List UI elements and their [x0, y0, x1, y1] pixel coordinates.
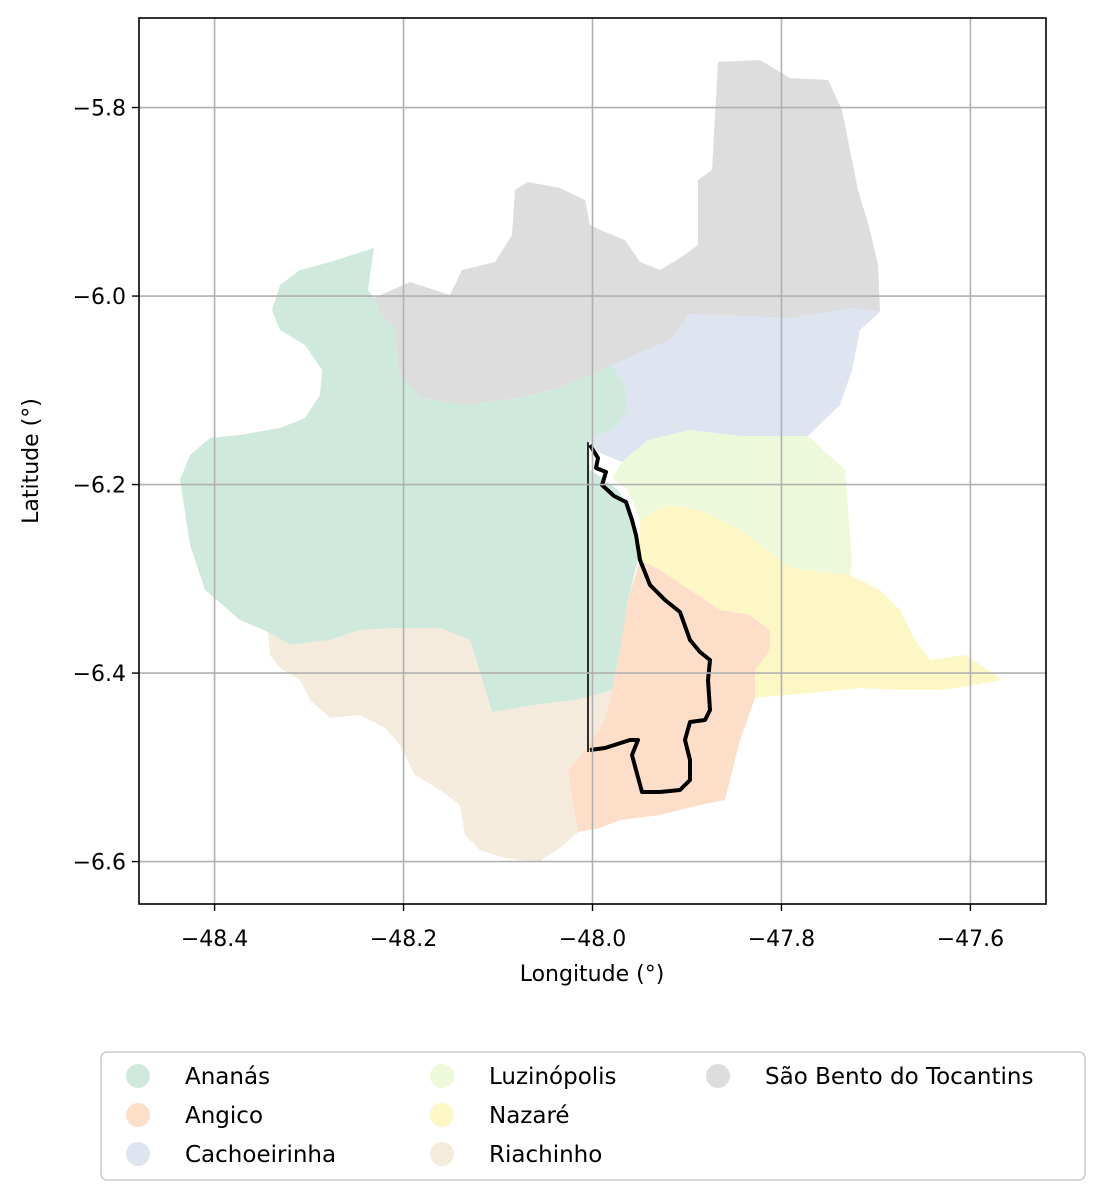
- legend-label: Angico: [185, 1103, 263, 1129]
- x-tick-label: −48.0: [559, 927, 626, 952]
- legend-marker: [430, 1103, 454, 1127]
- y-tick-label: −6.4: [73, 662, 126, 687]
- x-tick-label: −47.8: [748, 927, 815, 952]
- y-tick-label: −5.8: [73, 97, 126, 122]
- grid-layer: [139, 18, 1046, 904]
- y-tick-label: −6.6: [73, 851, 126, 876]
- legend: Ananás Angico Cachoeirinha Luzinópolis Nazar…: [100, 1051, 1086, 1181]
- x-tick-label: −48.2: [370, 927, 437, 952]
- legend-item: Nazaré: [430, 1103, 570, 1129]
- regions-layer: [180, 60, 1002, 862]
- region-angico[interactable]: [568, 560, 770, 832]
- region-luzinopolis[interactable]: [612, 430, 852, 575]
- legend-label: Ananás: [185, 1064, 270, 1090]
- x-tick-label: −47.6: [937, 927, 1004, 952]
- legend-item: Luzinópolis: [430, 1064, 617, 1090]
- region-cachoeirinha[interactable]: [588, 308, 880, 462]
- legend-marker: [126, 1142, 150, 1166]
- legend-marker: [126, 1064, 150, 1088]
- legend-label: Nazaré: [489, 1103, 570, 1129]
- legend-marker: [430, 1064, 454, 1088]
- y-axis-title: Latitude (°): [19, 398, 44, 524]
- x-tick-label: −48.4: [181, 927, 248, 952]
- region-sao-bento-do-tocantins[interactable]: [374, 60, 880, 405]
- y-tick-label: −6.2: [73, 474, 126, 499]
- region-riachinho[interactable]: [268, 628, 612, 862]
- legend-item: São Bento do Tocantins: [706, 1064, 1033, 1090]
- legend-label: Riachinho: [489, 1142, 602, 1168]
- region-ananas[interactable]: [180, 248, 638, 712]
- legend-item: Cachoeirinha: [126, 1142, 336, 1168]
- legend-box: [100, 1051, 1086, 1181]
- legend-item: Riachinho: [430, 1142, 602, 1168]
- legend-item: Ananás: [126, 1064, 270, 1090]
- x-axis-title: Longitude (°): [520, 962, 665, 987]
- legend-entries: Ananás Angico Cachoeirinha Luzinópolis Nazar…: [126, 1064, 1033, 1168]
- legend-label: Cachoeirinha: [185, 1142, 336, 1168]
- legend-marker: [706, 1064, 730, 1088]
- highlight-boundary: [588, 443, 712, 794]
- y-tick-label: −6.0: [73, 285, 126, 310]
- legend-label: Luzinópolis: [489, 1064, 617, 1090]
- ticks-layer: −48.4 −48.2 −48.0 −47.8 −47.6 −5.8 −6.0 −6.2 −6.…: [73, 97, 1005, 952]
- legend-marker: [430, 1142, 454, 1166]
- highlight-outline: [587, 442, 712, 794]
- legend-marker: [126, 1103, 150, 1127]
- region-nazare[interactable]: [640, 505, 1002, 698]
- legend-label: São Bento do Tocantins: [765, 1064, 1033, 1090]
- legend-item: Angico: [126, 1103, 263, 1129]
